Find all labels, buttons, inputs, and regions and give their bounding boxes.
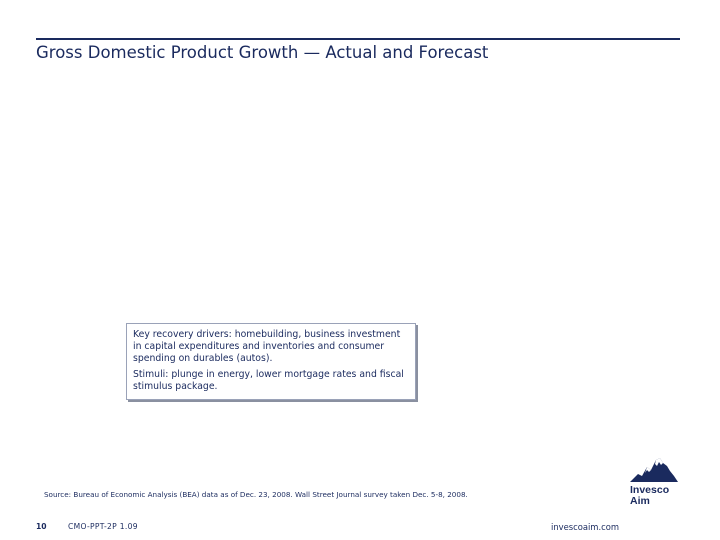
mountain-peak-icon — [630, 458, 678, 482]
logo-text-invesco: Invesco — [630, 484, 670, 496]
callout-paragraph-stimuli: Stimuli: plunge in energy, lower mortgag… — [133, 369, 404, 392]
logo-text-aim: Aim — [630, 495, 650, 507]
callout-box: Key recovery drivers: homebuilding, busi… — [126, 323, 416, 400]
source-note: Source: Bureau of Economic Analysis (BEA… — [44, 490, 468, 499]
callout-paragraph-drivers: Key recovery drivers: homebuilding, busi… — [133, 329, 401, 364]
website-link[interactable]: invescoaim.com — [551, 522, 620, 532]
page-number: 10 — [36, 522, 47, 531]
invesco-aim-logo: Invesco Aim — [628, 454, 680, 510]
document-code: CMO-PPT-2P 1.09 — [68, 522, 138, 531]
title-rule — [36, 38, 680, 40]
slide-title: Gross Domestic Product Growth — Actual a… — [36, 43, 489, 62]
